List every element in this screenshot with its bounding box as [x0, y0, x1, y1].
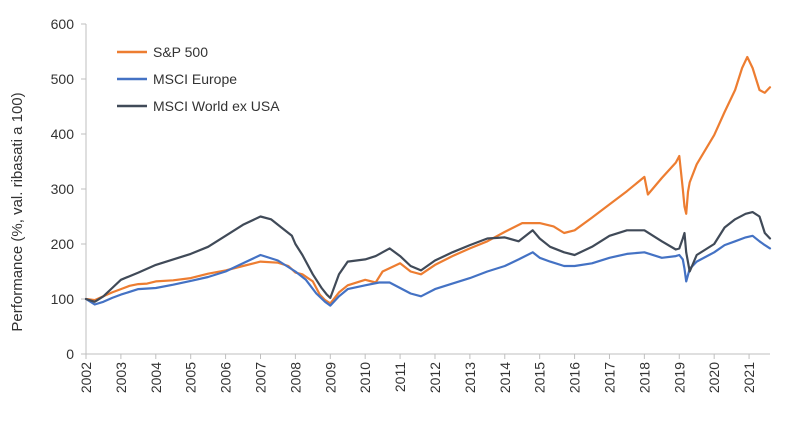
x-tick-label: 2019	[671, 362, 687, 393]
series-line-msci-world-ex-usa	[84, 211, 772, 303]
y-tick-label: 0	[66, 346, 74, 362]
x-tick-label: 2008	[287, 362, 303, 393]
x-tick-label: 2012	[427, 362, 443, 393]
x-tick-label: 2020	[706, 362, 722, 393]
series-group	[84, 55, 772, 307]
x-tick-label: 2010	[357, 362, 373, 393]
x-tick-label: 2007	[252, 362, 268, 393]
y-axis-title: Performance (%, val. ribasati a 100)	[9, 92, 26, 331]
legend: S&P 500 MSCI Europe MSCI World ex USA	[117, 44, 280, 114]
legend-label: MSCI World ex USA	[153, 98, 280, 114]
x-axis-ticks: 2002 2003 2004 2005 2006 2007 2008 2009 2010 2011…	[78, 354, 757, 393]
legend-label: MSCI Europe	[153, 71, 237, 87]
legend-label: S&P 500	[153, 44, 208, 60]
y-tick-label: 500	[51, 71, 75, 87]
x-tick-label: 2021	[741, 362, 757, 393]
x-tick-label: 2006	[218, 362, 234, 393]
x-tick-label: 2009	[322, 362, 338, 393]
x-tick-label: 2002	[78, 362, 94, 393]
series-line-msci-europe	[84, 234, 772, 307]
x-tick-label: 2011	[392, 362, 408, 392]
x-tick-label: 2004	[148, 362, 164, 393]
y-tick-label: 400	[51, 126, 75, 142]
x-tick-label: 2013	[462, 362, 478, 393]
y-axis-ticks: 0 100 200 300 400 500 600	[51, 16, 86, 362]
y-tick-label: 200	[51, 236, 75, 252]
x-tick-label: 2018	[636, 362, 652, 393]
y-tick-label: 100	[51, 291, 75, 307]
x-tick-label: 2015	[532, 362, 548, 393]
y-tick-label: 300	[51, 181, 75, 197]
x-tick-label: 2005	[183, 362, 199, 393]
y-tick-label: 600	[51, 16, 75, 32]
series-line-s-p-500	[84, 55, 772, 305]
x-tick-label: 2016	[567, 362, 583, 393]
x-tick-label: 2014	[497, 362, 513, 393]
x-tick-label: 2003	[113, 362, 129, 393]
x-tick-label: 2017	[601, 362, 617, 393]
